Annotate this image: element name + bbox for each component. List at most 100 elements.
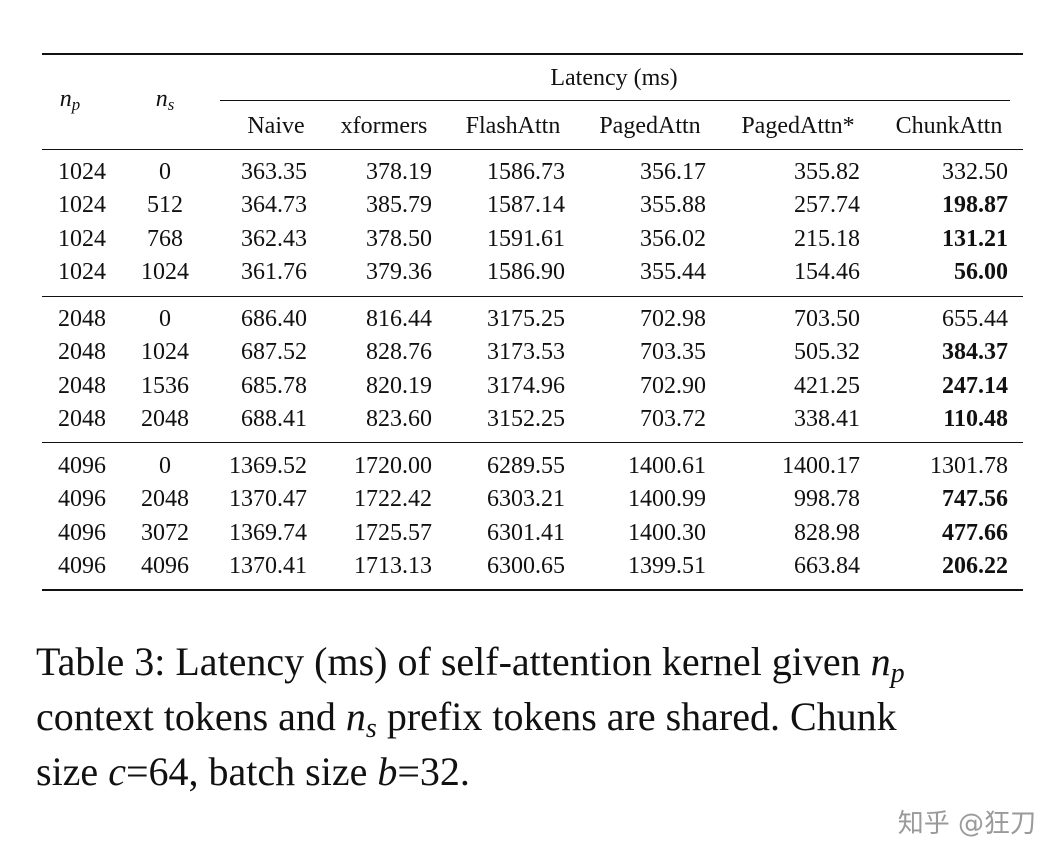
column-header: Naive xyxy=(247,111,304,141)
text: PagedAttn xyxy=(599,113,701,139)
text: context tokens and xyxy=(36,694,346,739)
caption-line: Table 3: Latency (ms) of self-attention … xyxy=(36,638,905,698)
cell: 332.50 xyxy=(942,159,1008,185)
cell: 355.88 xyxy=(640,192,706,219)
cell: 2048 xyxy=(141,405,189,432)
cell: 3175.25 xyxy=(487,306,565,332)
cell: 362.43 xyxy=(241,225,307,252)
text: xformers xyxy=(340,113,428,139)
cell: 1586.73 xyxy=(487,159,565,185)
cell: 702.98 xyxy=(640,306,706,332)
cell: 1369.74 xyxy=(229,519,307,546)
cell: 685.78 xyxy=(241,372,307,399)
cell: 6303.21 xyxy=(487,486,565,513)
cell: 1024 xyxy=(58,258,106,285)
caption-line: context tokens and ns prefix tokens are … xyxy=(36,693,897,753)
cell: 828.98 xyxy=(794,519,860,546)
cell: 206.22 xyxy=(942,552,1008,579)
math-var: n xyxy=(345,694,366,739)
cell: 1536 xyxy=(141,372,189,399)
top-rule xyxy=(42,53,1023,55)
cell: 505.32 xyxy=(794,339,860,366)
cell: 3072 xyxy=(141,519,189,546)
cell: 385.79 xyxy=(366,192,432,219)
subscript: s xyxy=(365,713,377,744)
cell: 384.37 xyxy=(942,339,1008,366)
watermark: 知乎 @狂刀 xyxy=(897,809,1036,839)
cell: 2048 xyxy=(58,405,106,432)
cell: 1024 xyxy=(58,159,106,185)
subscript: p xyxy=(890,658,905,689)
cell: 4096 xyxy=(58,519,106,546)
cell: 2048 xyxy=(58,306,106,332)
cell: 110.48 xyxy=(943,405,1008,432)
cell: 816.44 xyxy=(366,306,432,332)
cell: 4096 xyxy=(58,552,106,579)
cell: 4096 xyxy=(141,552,189,579)
text: PagedAttn* xyxy=(741,113,855,139)
cell: 0 xyxy=(159,159,171,185)
cell: 1024 xyxy=(141,258,189,285)
cell: 378.50 xyxy=(366,225,432,252)
cell: 702.90 xyxy=(640,372,706,399)
cell: 3173.53 xyxy=(487,339,565,366)
cell: 688.41 xyxy=(241,405,307,432)
cell: 356.02 xyxy=(640,225,706,252)
cell: 1400.61 xyxy=(628,453,706,479)
math-var: c xyxy=(108,749,126,794)
cell: 364.73 xyxy=(241,192,307,219)
cell: 1725.57 xyxy=(354,519,432,546)
cell: 998.78 xyxy=(794,486,860,513)
cell: 56.00 xyxy=(954,258,1008,285)
math-var: n xyxy=(155,86,168,112)
subscript: p xyxy=(71,95,81,115)
cell: 703.72 xyxy=(640,405,706,432)
text: Table 3: Latency (ms) of self-attention … xyxy=(36,639,871,684)
cell: 1720.00 xyxy=(354,453,432,479)
cell: 1024 xyxy=(58,192,106,219)
cell: 1400.99 xyxy=(628,486,706,513)
cell: 768 xyxy=(147,225,183,252)
cell: 247.14 xyxy=(942,372,1008,399)
math-var: n xyxy=(59,86,72,112)
cell: 686.40 xyxy=(241,306,307,332)
text: Naive xyxy=(247,113,305,139)
cell: 1024 xyxy=(141,339,189,366)
text: FlashAttn xyxy=(465,113,561,139)
cell: 4096 xyxy=(58,486,106,513)
cell: 1722.42 xyxy=(354,486,432,513)
cell: 2048 xyxy=(141,486,189,513)
math-var: n xyxy=(870,639,891,684)
cell: 1301.78 xyxy=(930,453,1008,479)
cell: 1400.30 xyxy=(628,519,706,546)
cell: 361.76 xyxy=(241,258,307,285)
cell: 828.76 xyxy=(366,339,432,366)
cell: 378.19 xyxy=(366,159,432,185)
cell: 747.56 xyxy=(942,486,1008,513)
cell: 2048 xyxy=(58,339,106,366)
caption-line: size c=64, batch size b=32. xyxy=(36,748,470,796)
column-header: FlashAttn xyxy=(466,111,561,141)
cell: 198.87 xyxy=(942,192,1008,219)
column-header: xformers xyxy=(341,111,428,141)
bottom-rule xyxy=(42,589,1023,591)
column-header: ns xyxy=(156,84,175,114)
cell: 0 xyxy=(159,453,171,479)
math-var: b xyxy=(377,749,398,794)
cell: 477.66 xyxy=(942,519,1008,546)
cell: 1370.41 xyxy=(229,552,307,579)
cell: 338.41 xyxy=(794,405,860,432)
text: size xyxy=(36,749,109,794)
super-header: Latency (ms) xyxy=(550,65,678,91)
text: prefix tokens are shared. Chunk xyxy=(376,694,897,739)
group-rule xyxy=(42,296,1023,297)
cell: 663.84 xyxy=(794,552,860,579)
cell: 6289.55 xyxy=(487,453,565,479)
cell: 655.44 xyxy=(942,306,1008,332)
cell: 1024 xyxy=(58,225,106,252)
column-header: PagedAttn xyxy=(599,111,700,141)
cell: 1400.17 xyxy=(782,453,860,479)
cell: 703.50 xyxy=(794,306,860,332)
cell: 1591.61 xyxy=(487,225,565,252)
